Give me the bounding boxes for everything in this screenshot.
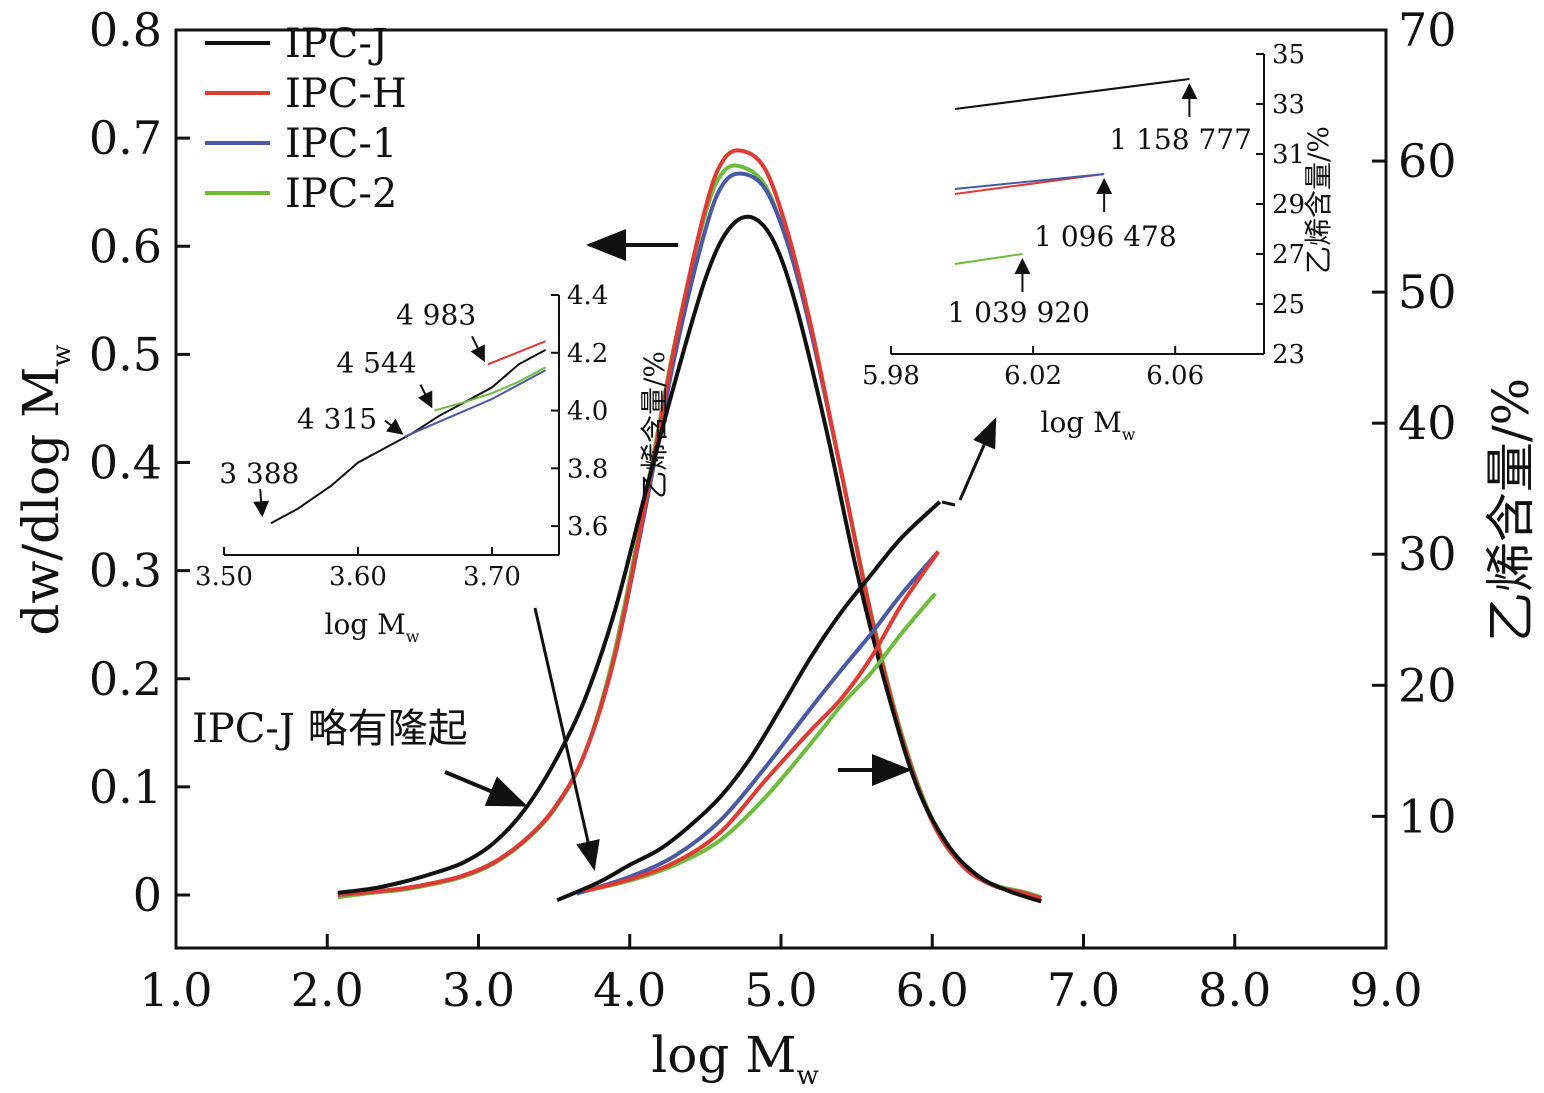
inset-line-ipc-2	[434, 366, 547, 412]
inset-y-tick-label: 3.6	[567, 512, 608, 542]
inset-high-connector-arrow	[958, 417, 997, 501]
inset-annotation-arrow	[470, 335, 485, 363]
inset-low-x-title-sub: w	[406, 627, 420, 646]
inset-annotation-label: 1 096 478	[1034, 220, 1177, 253]
main-axes: 1.0 2.0 3.0 4.0 5.0 6.0 7.0 8.0 9.0 0 0.1 0.2 0.3 0.4…	[89, 3, 1457, 1017]
inset-y-tick-label: 4.4	[567, 281, 608, 311]
inset-annotation-label: 1 039 920	[947, 296, 1090, 329]
y-right-tick-label: 30	[1398, 527, 1457, 581]
y-left-tick-label: 0.1	[89, 760, 162, 814]
main-series-group	[337, 148, 1042, 904]
inset-annotation-label: 4 315	[297, 403, 377, 436]
x-tick-label: 3.0	[442, 963, 515, 1017]
inset-x-tick-label: 6.02	[1004, 361, 1062, 391]
inset-x-tick-label: 5.98	[862, 361, 920, 391]
inset-high-y-title: 乙烯含量/%	[1302, 126, 1335, 274]
x-axis-title-main: log M	[651, 1026, 796, 1084]
inset-y-tick-label: 25	[1272, 290, 1305, 320]
main-plot-frame	[174, 28, 1388, 950]
ipc-j-note-arrow	[444, 770, 528, 807]
inset-y-tick-label: 27	[1272, 240, 1305, 270]
x-tick-label: 2.0	[291, 963, 364, 1017]
y-right-tick-label: 10	[1398, 789, 1457, 843]
x-axis-title-sub: w	[796, 1061, 818, 1091]
inset-x-tick-label: 3.60	[329, 562, 387, 592]
x-tick-label: 7.0	[1047, 963, 1120, 1017]
y-left-tick-label: 0.5	[89, 327, 162, 381]
y-right-axis-title: 乙烯含量/%	[1482, 378, 1540, 642]
inset-high-x-title-main: log M	[1040, 406, 1121, 439]
y-right-tick-label: 70	[1398, 3, 1457, 57]
inset-low-connector-arrow	[533, 607, 600, 871]
y-left-axis-title-sub: w	[47, 344, 77, 366]
x-tick-label: 5.0	[744, 963, 817, 1017]
inset-y-tick-label: 31	[1272, 140, 1305, 170]
y-left-tick-label: 0.8	[89, 3, 162, 57]
y-left-tick-label: 0.3	[89, 544, 162, 598]
inset-annotation-label: 4 983	[396, 298, 476, 331]
inset-y-tick-label: 23	[1272, 340, 1305, 370]
inset-annotation-label: 3 388	[219, 457, 299, 490]
inset-high-x-title-sub: w	[1122, 425, 1136, 444]
inset-low: log Mw 乙烯含量/% 3.50 3.60 3.70 3.6 3.8 4.0 4.2 4.…	[195, 281, 671, 646]
ipc-j-note: IPC-J 略有隆起	[192, 706, 468, 752]
inset-low-x-title-main: log M	[324, 608, 405, 641]
x-tick-label: 6.0	[896, 963, 969, 1017]
inset-high: log Mw 乙烯含量/% 5.98 6.02 6.06 23 25 27 29 31 33 35…	[862, 40, 1335, 444]
inset-y-tick-label: 4.2	[567, 339, 608, 369]
x-tick-label: 1.0	[139, 963, 212, 1017]
ethylene-series-group	[556, 500, 942, 903]
y-right-tick-label: 60	[1398, 134, 1457, 188]
inset-line-ipc-2	[954, 253, 1023, 265]
y-left-axis-title-main: dw/dlog M	[12, 367, 70, 636]
inset-line-ipc-1	[954, 173, 1105, 190]
inset-y-tick-label: 4.0	[567, 397, 608, 427]
inset-x-tick-label: 3.70	[463, 562, 521, 592]
legend-label-ipc-2: IPC-2	[285, 171, 397, 217]
inset-low-x-title: log Mw	[324, 608, 419, 646]
x-axis-title: log Mw	[651, 1026, 818, 1091]
inset-annotation-label: 1 158 777	[1109, 123, 1252, 156]
y-right-tick-label: 50	[1398, 265, 1457, 319]
inset-low-y-title: 乙烯含量/%	[638, 351, 671, 499]
inset-y-tick-label: 3.8	[567, 454, 608, 484]
inset-y-tick-label: 35	[1272, 40, 1305, 70]
inset-high-connector-line	[941, 500, 956, 507]
y-left-tick-label: 0.7	[89, 111, 162, 165]
inset-annotation-label: 4 544	[336, 347, 416, 380]
x-tick-label: 4.0	[593, 963, 666, 1017]
x-tick-label: 8.0	[1198, 963, 1271, 1017]
inset-x-tick-label: 3.50	[195, 562, 253, 592]
ethylene-line-ipc-h	[583, 550, 940, 894]
y-left-tick-label: 0.6	[89, 219, 162, 273]
inset-line-ipc-h	[487, 340, 546, 366]
legend-label-ipc-1: IPC-1	[285, 121, 397, 167]
inset-high-x-title: log Mw	[1040, 406, 1135, 444]
y-left-tick-label: 0	[133, 868, 162, 922]
y-right-tick-label: 40	[1398, 396, 1457, 450]
inset-line-ipc-j	[954, 78, 1190, 110]
legend-label-ipc-j: IPC-J	[285, 21, 388, 67]
ethylene-line-ipc-j	[556, 500, 942, 903]
mwd-line-ipc-h	[337, 148, 1042, 901]
inset-x-tick-label: 6.06	[1146, 361, 1204, 391]
y-left-tick-label: 0.4	[89, 436, 162, 490]
legend-label-ipc-h: IPC-H	[285, 71, 407, 117]
ethylene-line-ipc-1	[576, 550, 940, 896]
x-tick-label: 9.0	[1349, 963, 1422, 1017]
inset-line-ipc-1	[404, 369, 547, 438]
legend: IPC-J IPC-H IPC-1 IPC-2	[205, 21, 407, 217]
y-left-tick-label: 0.2	[89, 652, 162, 706]
y-right-tick-label: 20	[1398, 658, 1457, 712]
y-left-axis-title: dw/dlog Mw	[12, 344, 77, 635]
inset-annotation-arrow	[417, 384, 433, 409]
inset-annotation-arrow	[253, 489, 270, 518]
inset-y-tick-label: 29	[1272, 190, 1305, 220]
inset-y-tick-label: 33	[1272, 90, 1305, 120]
inset-annotation-arrow	[384, 418, 404, 435]
